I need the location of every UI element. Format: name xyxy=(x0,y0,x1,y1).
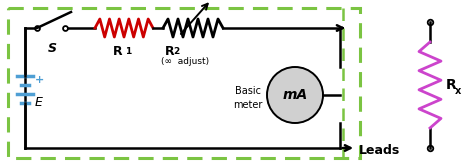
Bar xyxy=(8,8,360,158)
Text: Basic
meter: Basic meter xyxy=(234,86,263,110)
Text: 1: 1 xyxy=(125,47,131,56)
Circle shape xyxy=(267,67,323,123)
Text: x: x xyxy=(455,86,461,96)
Text: +: + xyxy=(35,75,44,85)
Text: R: R xyxy=(113,45,123,58)
Text: mA: mA xyxy=(283,88,308,102)
Text: R: R xyxy=(446,78,457,92)
Text: S: S xyxy=(47,42,56,55)
Text: E: E xyxy=(35,95,43,109)
Text: R: R xyxy=(165,45,174,58)
Text: 2: 2 xyxy=(173,47,179,56)
Text: Leads: Leads xyxy=(359,143,400,157)
Text: (∞  adjust): (∞ adjust) xyxy=(161,57,209,66)
